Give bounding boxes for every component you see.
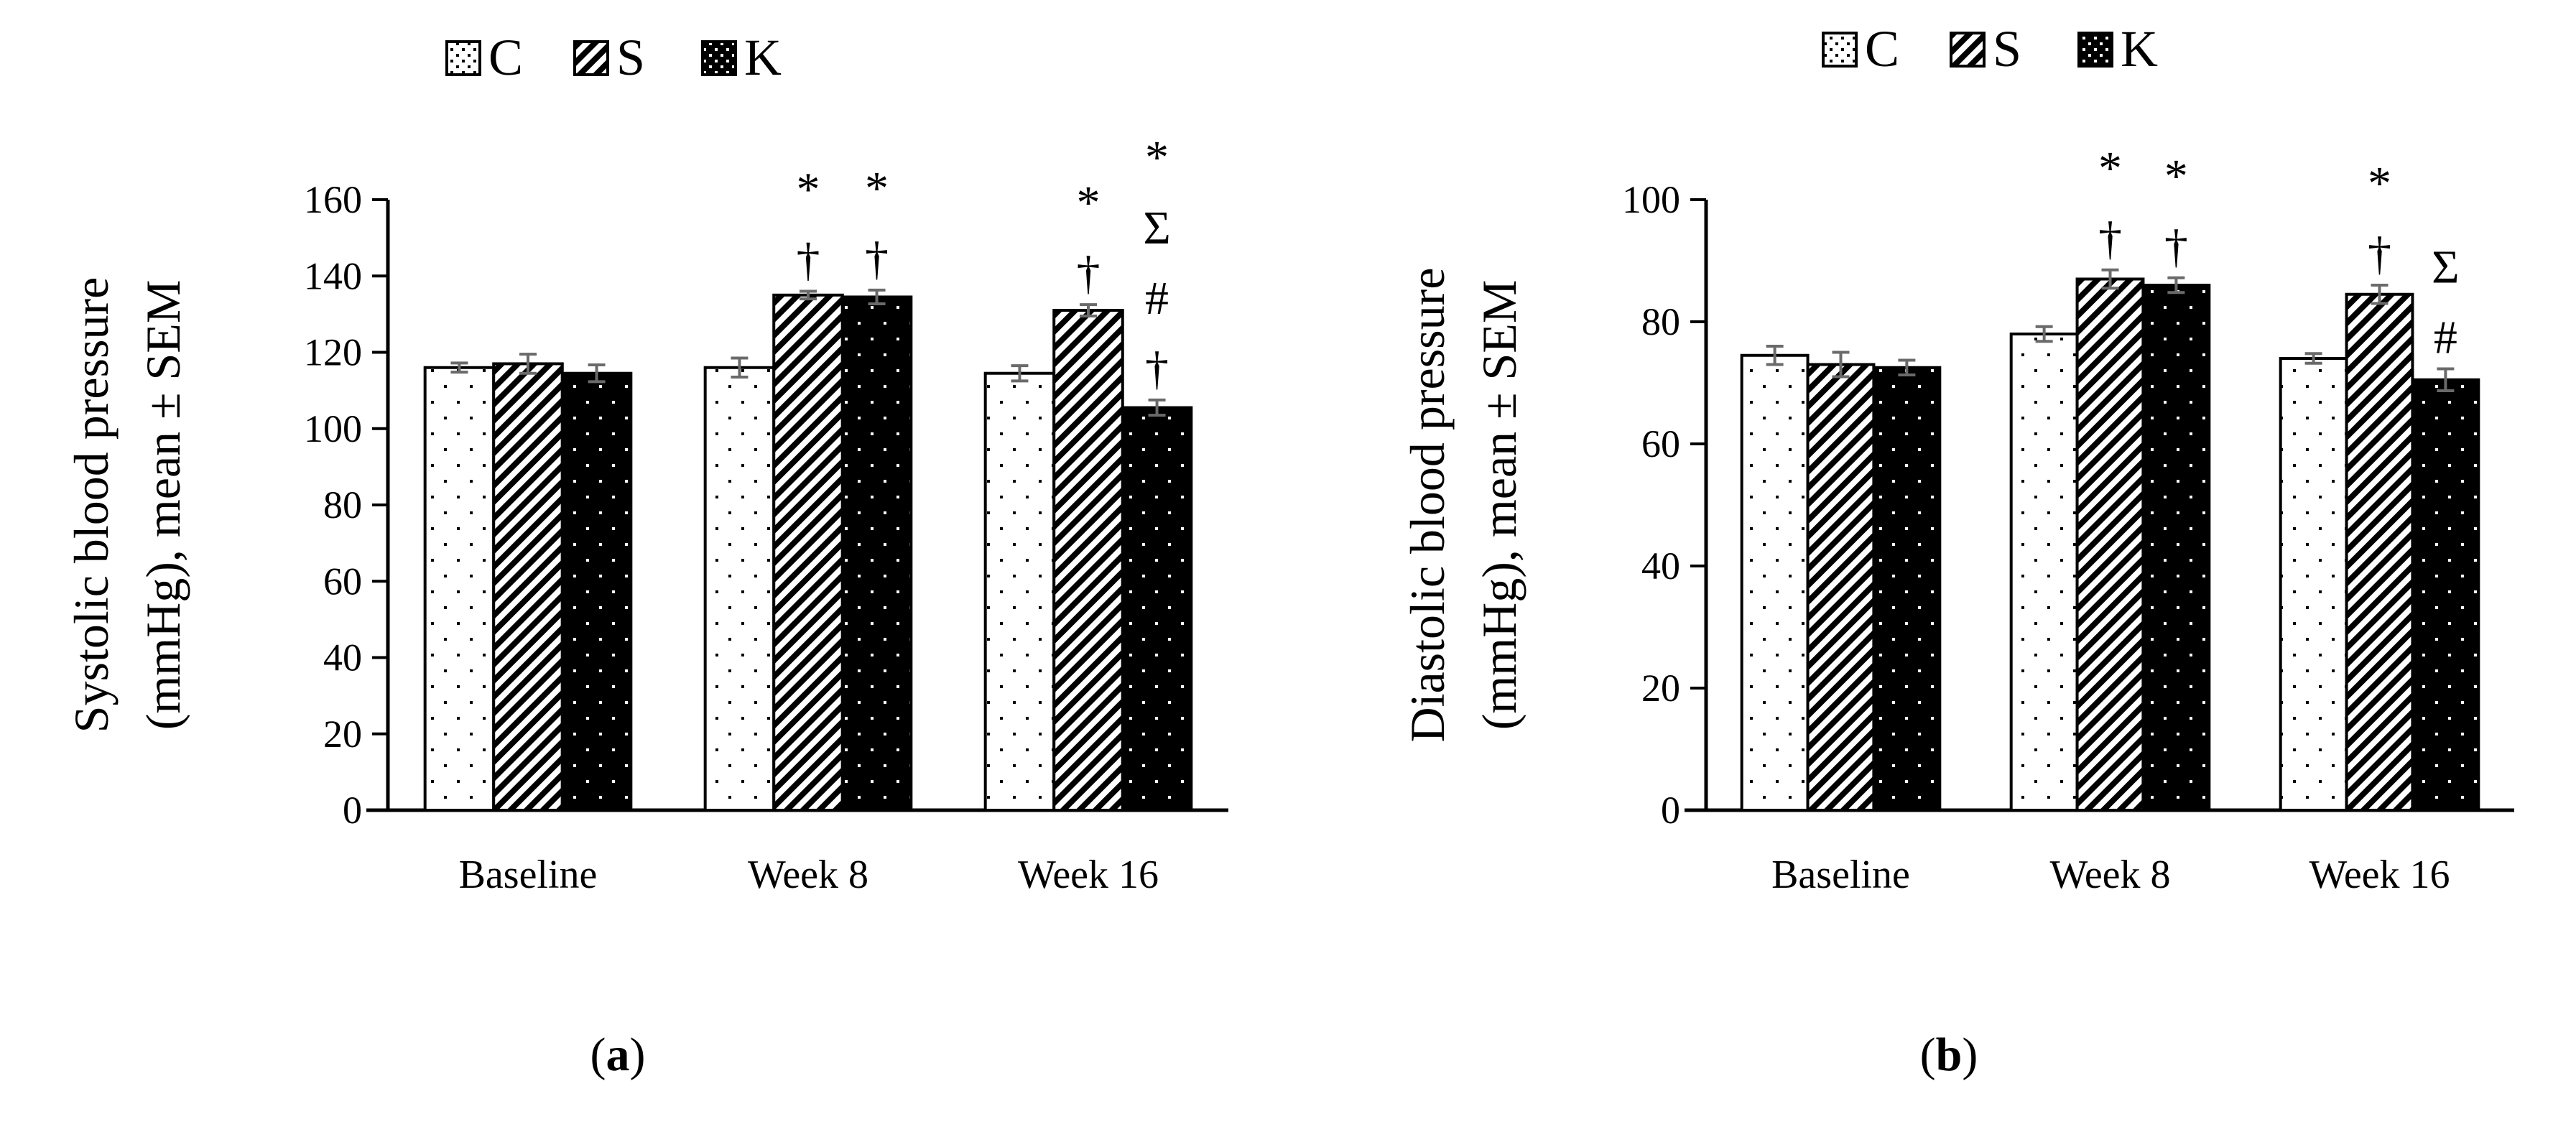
bar-s	[1052, 309, 1124, 812]
panel-label-close: )	[630, 1029, 646, 1081]
legend-swatch-c	[445, 40, 481, 76]
legend-swatch-s	[573, 40, 609, 76]
significance-mark: †	[797, 234, 820, 287]
bar-c	[703, 366, 776, 812]
panel-label-letter: a	[606, 1029, 630, 1081]
significance-mark: *	[2098, 142, 2122, 195]
panel-label-open: (	[1920, 1029, 1936, 1081]
panel-label: (a)	[590, 1029, 646, 1081]
panel-a-chart: 0 20 40 60 80 100 120 140 160 Systolic blood pres…	[64, 29, 1228, 1081]
y-tick-label: 0	[343, 789, 362, 832]
legend-label-c: C	[1865, 20, 1899, 78]
y-tick-label: 100	[1622, 178, 1680, 221]
y-tick-label: 60	[1641, 422, 1680, 465]
y-tick-label: 0	[1661, 789, 1680, 832]
bar-c	[2279, 357, 2348, 812]
significance-mark: #	[1145, 272, 1169, 325]
significance-mark: #	[2434, 311, 2457, 363]
significance-mark: *	[1145, 131, 1169, 184]
y-axis-title-line: Diastolic blood pressure	[1400, 268, 1455, 743]
significance-mark: †	[1145, 343, 1169, 395]
y-tick-label: 20	[1641, 667, 1680, 710]
legend-label-k: K	[2121, 20, 2158, 78]
y-tick-label: 120	[304, 331, 362, 374]
bar-k	[840, 295, 913, 812]
significance-mark: †	[2164, 221, 2188, 273]
bar-c	[1740, 353, 1810, 812]
x-category-label: Baseline	[1771, 853, 1910, 897]
significance-mark: †	[865, 233, 889, 285]
bar-k	[2141, 284, 2211, 812]
panel-label-letter: b	[1936, 1029, 1963, 1081]
significance-mark: Σ	[2432, 241, 2459, 293]
significance-mark: *	[1077, 177, 1101, 229]
y-tick-label: 80	[323, 483, 362, 526]
bar-k	[2411, 378, 2480, 812]
legend-label-k: K	[744, 29, 782, 86]
bar-k	[1121, 406, 1193, 812]
x-category-label: Baseline	[459, 853, 598, 897]
legend-swatch-k	[2077, 32, 2113, 68]
legend-label-c: C	[488, 29, 523, 86]
bar-c	[2009, 333, 2079, 812]
significance-mark: Σ	[1143, 202, 1170, 254]
bar-k	[1872, 366, 1942, 812]
significance-mark: *	[797, 164, 820, 216]
significance-mark: *	[865, 162, 889, 215]
bar-c	[423, 366, 496, 812]
y-tick-label: 60	[323, 560, 362, 603]
significance-mark: *	[2164, 150, 2188, 203]
significance-mark: †	[2368, 228, 2391, 280]
bar-c	[983, 371, 1056, 812]
significance-mark: *	[2368, 157, 2391, 210]
y-tick-label: 20	[323, 713, 362, 756]
x-category-label: Week 8	[2049, 853, 2170, 897]
bar-s	[492, 362, 564, 812]
y-tick-label: 100	[304, 407, 362, 450]
significance-mark: †	[2098, 213, 2122, 265]
x-category-label: Week 8	[748, 853, 868, 897]
bar-k	[560, 371, 633, 812]
legend-label-s: S	[1993, 20, 2021, 78]
x-category-label: Week 16	[1018, 853, 1159, 897]
legend-label-s: S	[616, 29, 645, 86]
bar-s	[772, 293, 844, 812]
y-tick-label: 160	[304, 178, 362, 221]
bar-s	[2075, 277, 2145, 812]
y-axis-title-line: (mmHg), mean ± SEM	[136, 280, 190, 730]
x-category-label: Week 16	[2309, 853, 2450, 897]
y-tick-label: 40	[323, 636, 362, 679]
legend-swatch-s	[1950, 32, 1986, 68]
y-tick-label: 80	[1641, 300, 1680, 343]
bar-s	[2345, 292, 2414, 812]
y-axis-title-line: Systolic blood pressure	[64, 277, 119, 733]
panel-label-open: (	[590, 1029, 606, 1081]
significance-mark: †	[1077, 247, 1101, 300]
legend-swatch-k	[701, 40, 737, 76]
y-tick-label: 140	[304, 254, 362, 297]
y-axis-title-line: (mmHg), mean ± SEM	[1472, 280, 1526, 730]
legend-swatch-c	[1822, 32, 1858, 68]
y-tick-label: 40	[1641, 544, 1680, 588]
bar-s	[1806, 363, 1876, 812]
panel-b-chart: 0 20 40 60 80 100 Diastolic blood pressure (mmH…	[1400, 20, 2514, 1081]
panel-label: (b)	[1920, 1029, 1978, 1081]
panel-label-close: )	[1962, 1029, 1978, 1081]
